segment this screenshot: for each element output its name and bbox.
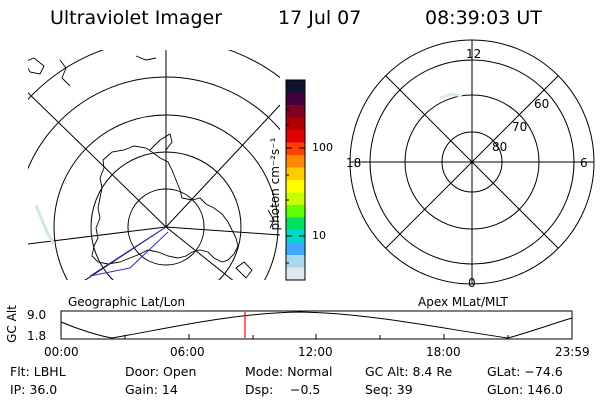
colorbar-tick-10: 10: [312, 229, 326, 242]
dsp-status-label: Dsp:: [245, 382, 274, 397]
colorbar-band: [286, 105, 305, 118]
apex-aurora-glow: [439, 92, 463, 100]
colorbar-band: [286, 130, 305, 143]
colorbar-band: [286, 192, 305, 206]
orbit-ytick-bottom: 1.8: [27, 329, 47, 343]
orbit-ytick-top: 9.0: [27, 308, 47, 322]
orbit-ylabel: GC Alt: [5, 305, 19, 343]
colorbar-band: [286, 267, 305, 281]
colorbar-band: [286, 117, 305, 131]
antarctica-coastline: [91, 145, 239, 265]
geographic-panel-label: Geographic Lat/Lon: [68, 295, 186, 309]
orbit-xtick-1800: 18:00: [426, 345, 461, 359]
colorbar-band: [286, 180, 305, 193]
colorbar-band: [286, 155, 305, 168]
colorbar-ticks: [286, 109, 305, 264]
seq-status: Seq: 39: [365, 382, 413, 397]
colorbar-frame: [285, 79, 306, 281]
mlat-label-60: 60: [534, 97, 550, 111]
colorbar-band: [286, 255, 305, 268]
filter-status: Flt: LBHL: [10, 364, 66, 379]
mlt-label-0: 0: [468, 276, 476, 290]
colorbar-band: [286, 217, 305, 231]
colorbar-band: [286, 230, 305, 243]
mlt-label-6: 6: [580, 156, 588, 170]
colorbar-band: [286, 242, 305, 256]
aurora-glow: [34, 204, 56, 245]
colorbar-band: [286, 167, 305, 181]
orbit-xtick-0600: 06:00: [170, 345, 205, 359]
altitude-curve: [60, 311, 573, 339]
mlat-label-80: 80: [492, 140, 508, 154]
mlt-label-18: 18: [346, 156, 362, 170]
gc-alt-status: GC Alt: 8.4 Re: [365, 364, 453, 379]
mlt-label-12: 12: [466, 47, 482, 61]
gain-status: Gain: 14: [125, 382, 178, 397]
colorbar-band: [286, 142, 305, 156]
colorbar-band: [286, 205, 305, 218]
satellite-track: [89, 226, 169, 277]
colorbar-band: [286, 80, 305, 93]
mode-status: Mode: Normal: [245, 364, 333, 379]
glat-status: GLat: −74.6: [487, 364, 563, 379]
dsp-status-value: −0.5: [290, 382, 321, 397]
time-label: 08:39:03 UT: [425, 7, 542, 29]
colorbar: [286, 80, 305, 281]
date-label: 17 Jul 07: [278, 7, 362, 29]
ip-status: IP: 36.0: [10, 382, 58, 397]
colorbar-tick-100: 100: [312, 141, 333, 154]
instrument-title: Ultraviolet Imager: [50, 7, 223, 29]
apex-polar-grid: [349, 39, 595, 285]
apex-panel-label: Apex MLat/MLT: [418, 295, 508, 309]
orbit-xtick-0000: 00:00: [44, 345, 79, 359]
colorbar-band: [286, 92, 305, 106]
colorbar-unit-label: photon cm⁻²s⁻¹: [268, 137, 282, 231]
orbit-xtick-1200: 12:00: [298, 345, 333, 359]
orbit-plot-ticks: [60, 334, 573, 339]
glon-status: GLon: 146.0: [487, 382, 563, 397]
door-status: Door: Open: [125, 364, 197, 379]
geographic-map: [28, 50, 280, 280]
mlat-label-70: 70: [512, 120, 528, 134]
orbit-xtick-2359: 23:59: [555, 345, 590, 359]
